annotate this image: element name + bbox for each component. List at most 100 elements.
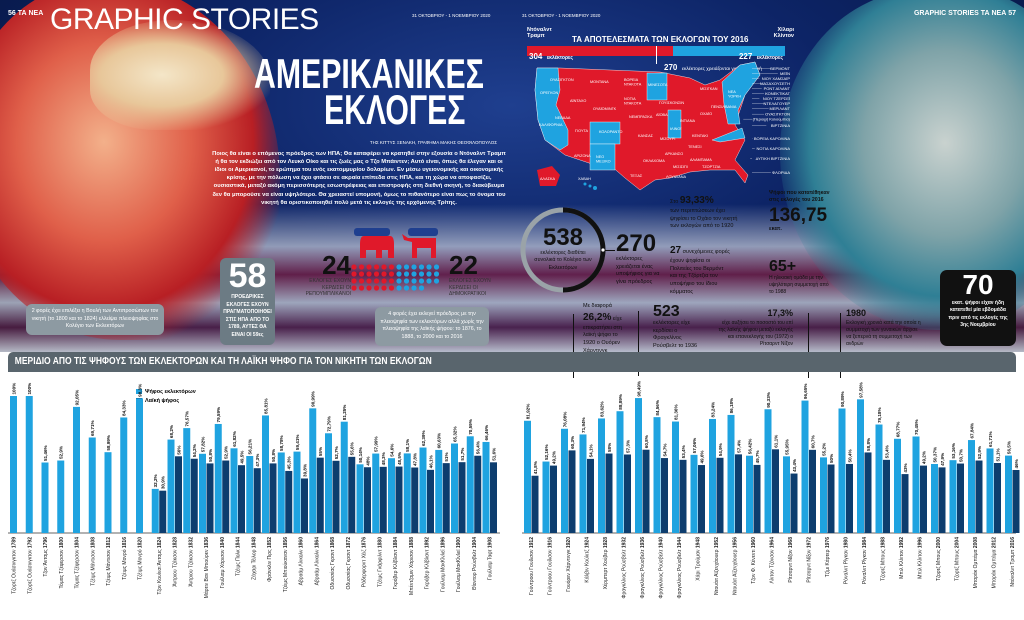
president-year-label: Φραγκλίνος Ρούσβελτ 1932 [621, 537, 628, 599]
president-year-label: Γουίλιαμ Ταφτ 1908 [488, 537, 494, 580]
state-label: ΒΟΡΕΙΑ ΝΤΑΚΟΤΑ [624, 78, 642, 86]
map-new-mexico [589, 143, 616, 171]
popular-vote-value-label: 47,9% [940, 453, 945, 466]
state-callout-label: ΜΑΣΑΧΟΥΣΕΤΗ [760, 81, 790, 86]
clinton-ev-number: 227 [738, 52, 753, 61]
electoral-vote-bar [968, 440, 975, 533]
popular-vote-bar [883, 459, 890, 533]
electoral-vote-value-label: 55,95% [784, 439, 789, 455]
electoral-vote-value-label: 90,99% [311, 391, 316, 407]
republican-wins-text: ΕΚΛΟΓΕΣ ΕΧΟΥΝ ΚΕΡΔΙΣΕΙ ΟΙ ΡΕΠΟΥΜΠΛΙΚΑΝΟΙ [305, 278, 351, 297]
stat-58-box: 58 ΠΡΟΕΔΡΙΚΕΣ ΕΚΛΟΓΕΣ ΕΧΟΥΝ ΠΡΑΓΜΑΤΟΠΟΙΗ… [220, 258, 275, 345]
republican-win-dot [388, 285, 395, 291]
electoral-vote-bar [482, 441, 490, 533]
electoral-vote-value-label: 54,6% [389, 444, 394, 457]
electoral-vote-bar [894, 438, 901, 533]
democratic-win-dot [411, 285, 417, 291]
republican-win-dot [358, 278, 365, 284]
democratic-win-dot [411, 278, 417, 284]
electoral-vote-value-label: 52,16% [544, 444, 549, 460]
electoral-vote-value-label: 98,3% [137, 384, 142, 397]
republican-win-dot [358, 264, 365, 270]
electoral-vote-bar [230, 448, 238, 533]
electoral-vote-value-label: 57,06% [692, 438, 697, 454]
president-year-label: Γούντροου Γουίλσον 1916 [547, 537, 554, 595]
popular-vote-bar [679, 459, 687, 533]
president-year-label: Θίοντορ Ρούσβελτ 1904 [471, 537, 478, 590]
democratic-win-dot [396, 278, 402, 284]
popular-vote-value-label: 49,5% [239, 451, 244, 464]
electoral-vote-value-label: 61,82% [232, 431, 237, 447]
state-label: ΑΛΑΜΠΑΜΑ [690, 158, 712, 162]
president-year-label: Γούντροου Γουίλσον 1912 [528, 537, 535, 595]
president-year-label: Τζέιμς Μονρό 1820 [137, 537, 144, 580]
legend-electoral-label: Ψήφος εκλεκτόρων [145, 389, 196, 395]
state-callout-label: ΝΙΟΥ ΤΖΕΡΣΕΪ [763, 96, 791, 101]
electoral-vote-value-label: 61,71% [988, 431, 993, 447]
popular-vote-bar [772, 449, 779, 533]
threshold-text: εκλέκτορες χρειάζονται για την εκλογή [681, 67, 762, 72]
states-27-text: συνεχόμενες φορές έχουν ψηφίσει οι Πολιτ… [670, 249, 730, 295]
electoral-vote-value-label: 60,63% [437, 433, 442, 449]
popular-vote-value-label: 49,6% [699, 451, 704, 464]
president-year-label: Τζορτζ Μπους 2000 [936, 537, 942, 581]
republican-win-dot [366, 264, 372, 270]
president-year-label: Τζορτζ Μπους 2004 [955, 537, 961, 581]
president-year-label: Γουίλιαμ Χάρισον 1840 [219, 537, 226, 588]
popular-vote-bar [920, 465, 927, 533]
president-year-label: Φραγκλίνος Ρούσβελτ 1936 [639, 537, 646, 599]
popular-vote-value-label: 41,8% [533, 461, 538, 474]
electoral-vote-value-label: 56,21% [248, 439, 253, 455]
popular-vote-bar [159, 490, 167, 533]
popular-vote-value-label: 47,8% [413, 453, 418, 466]
clinton-ev-bar: 227 εκλέκτορες [673, 46, 785, 61]
popular-vote-bar [490, 462, 497, 533]
republican-win-dot [366, 285, 372, 291]
electoral-vote-bar [931, 463, 938, 533]
popular-vote-bar [587, 458, 594, 533]
popular-vote-value-label: 43% [903, 463, 908, 472]
needed-electors: 270 εκλέκτορες χρειάζεται ένας υποψήφιος… [616, 232, 664, 287]
popular-vote-value-label: 30,9% [161, 476, 166, 489]
popular-vote-value-label: 54,2% [192, 444, 197, 457]
electoral-vote-value-label: 76,57% [185, 411, 190, 427]
electoral-vote-bar [372, 453, 380, 533]
state-label: ΟΧΑΪΟ [700, 112, 712, 116]
popular-vote-bar [661, 458, 668, 533]
electoral-vote-bar [403, 453, 411, 533]
fdr-text: εκλέκτορες είχε κερδίσει ο Φραγκλίνος Ρο… [653, 320, 698, 350]
electoral-vote-bar [524, 420, 531, 533]
nixon-fact: 17,3% είχε αυξήσει το ποσοστό του επί τη… [715, 307, 793, 348]
electoral-vote-bar [325, 433, 332, 533]
democratic-win-dot [418, 264, 425, 270]
map-virginia [711, 127, 746, 143]
electoral-vote-bar [801, 400, 809, 533]
electoral-vote-value-label: 84,56% [655, 400, 660, 416]
president-year-label: Τζον Άνταμς 1796 [43, 537, 49, 577]
president-year-label: Γουίλιαμ ΜακΚίνλεϊ 1900 [456, 537, 462, 592]
nixon-number: 17,3% [767, 308, 793, 318]
democratic-win-dot [418, 278, 425, 284]
republican-win-dot [381, 285, 387, 291]
electoral-vote-value-label: 51,46% [43, 445, 48, 461]
republican-wins-number: 24 [322, 250, 351, 280]
electoral-vote-bar [104, 452, 112, 533]
electoral-vote-bar [466, 436, 474, 533]
legend-electoral: Ψήφος εκλεκτόρων [136, 388, 196, 397]
president-year-label: Μάρτιν Βαν Μπιούρεν 1836 [203, 537, 210, 598]
popular-vote-bar [190, 458, 198, 533]
popular-vote-value-label: 60,7% [810, 435, 815, 448]
president-year-label: Τόμας Τζέφερσον 1800 [58, 537, 65, 589]
popular-vote-bar [605, 453, 613, 533]
state-callout-label: ΝΟΤΙΑ ΚΑΡΟΛΙΝΑ [757, 146, 791, 151]
electoral-vote-value-label: 56,42% [747, 439, 752, 455]
popular-vote-value-label: 58,8% [866, 438, 871, 451]
electoral-vote-bar [388, 458, 395, 533]
state-label: ΛΟΥΙΖΙΑΝΑ [666, 175, 687, 179]
electoral-vote-value-label: 84,33% [122, 400, 127, 416]
electoral-vote-bar [246, 455, 254, 533]
popular-vote-value-label: 45,3% [287, 456, 292, 469]
electoral-vote-bar [709, 418, 716, 533]
state-label: ΜΙΖΟΥΡΙ [660, 137, 676, 141]
popular-vote-value-label: 50,4% [847, 449, 852, 462]
